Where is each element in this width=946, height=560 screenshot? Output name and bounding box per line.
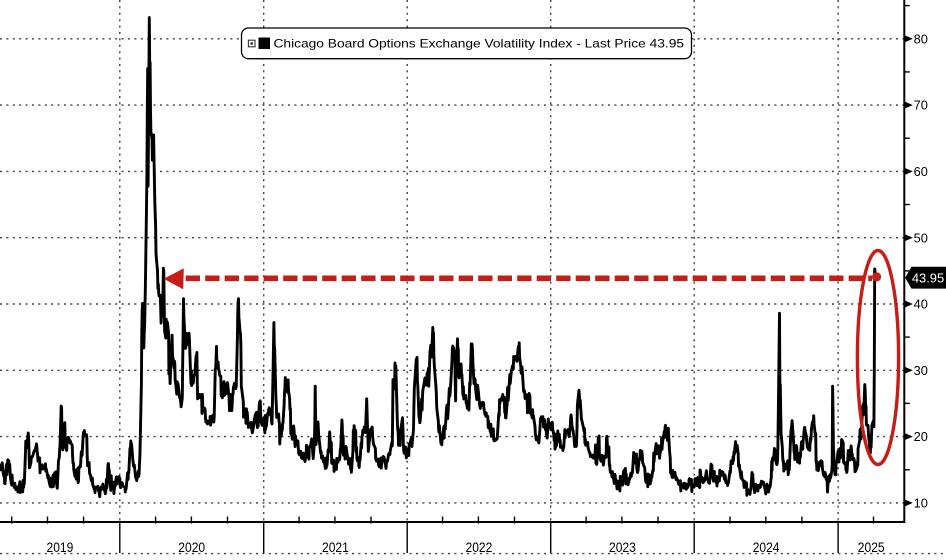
svg-text:30: 30 bbox=[914, 363, 928, 378]
svg-text:2021: 2021 bbox=[322, 540, 349, 555]
svg-text:20: 20 bbox=[914, 429, 928, 444]
svg-text:70: 70 bbox=[914, 98, 928, 113]
svg-text:50: 50 bbox=[914, 230, 928, 245]
svg-text:10: 10 bbox=[914, 496, 928, 511]
svg-text:2024: 2024 bbox=[753, 540, 780, 555]
svg-text:80: 80 bbox=[914, 31, 928, 46]
svg-text:Chicago Board Options Exchange: Chicago Board Options Exchange Volatilit… bbox=[274, 37, 685, 50]
svg-text:2022: 2022 bbox=[466, 540, 493, 555]
svg-text:2023: 2023 bbox=[609, 540, 636, 555]
svg-text:40: 40 bbox=[914, 297, 928, 312]
svg-text:60: 60 bbox=[914, 164, 928, 179]
svg-text:2019: 2019 bbox=[47, 540, 74, 555]
svg-text:43.95: 43.95 bbox=[912, 270, 944, 285]
svg-text:2025: 2025 bbox=[858, 540, 885, 555]
svg-text:2020: 2020 bbox=[178, 540, 205, 555]
